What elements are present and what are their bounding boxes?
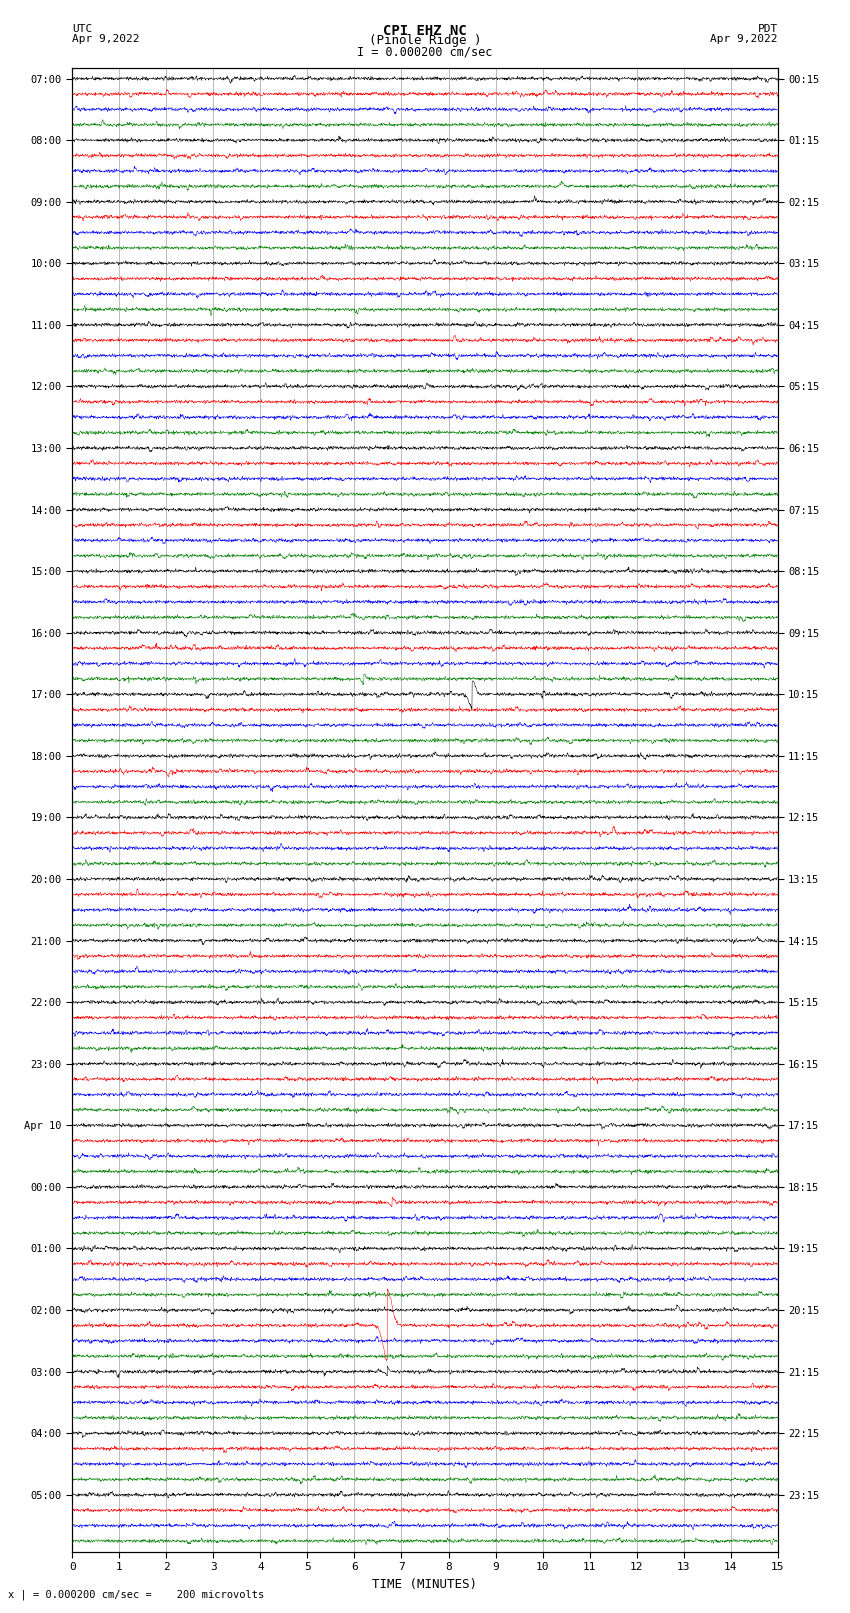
Text: I = 0.000200 cm/sec: I = 0.000200 cm/sec [357,45,493,58]
Text: x | = 0.000200 cm/sec =    200 microvolts: x | = 0.000200 cm/sec = 200 microvolts [8,1589,264,1600]
Text: PDT: PDT [757,24,778,34]
Text: Apr 9,2022: Apr 9,2022 [72,34,139,44]
Text: UTC: UTC [72,24,93,34]
Text: (Pinole Ridge ): (Pinole Ridge ) [369,34,481,47]
Text: CPI EHZ NC: CPI EHZ NC [383,24,467,39]
Text: Apr 9,2022: Apr 9,2022 [711,34,778,44]
X-axis label: TIME (MINUTES): TIME (MINUTES) [372,1578,478,1590]
